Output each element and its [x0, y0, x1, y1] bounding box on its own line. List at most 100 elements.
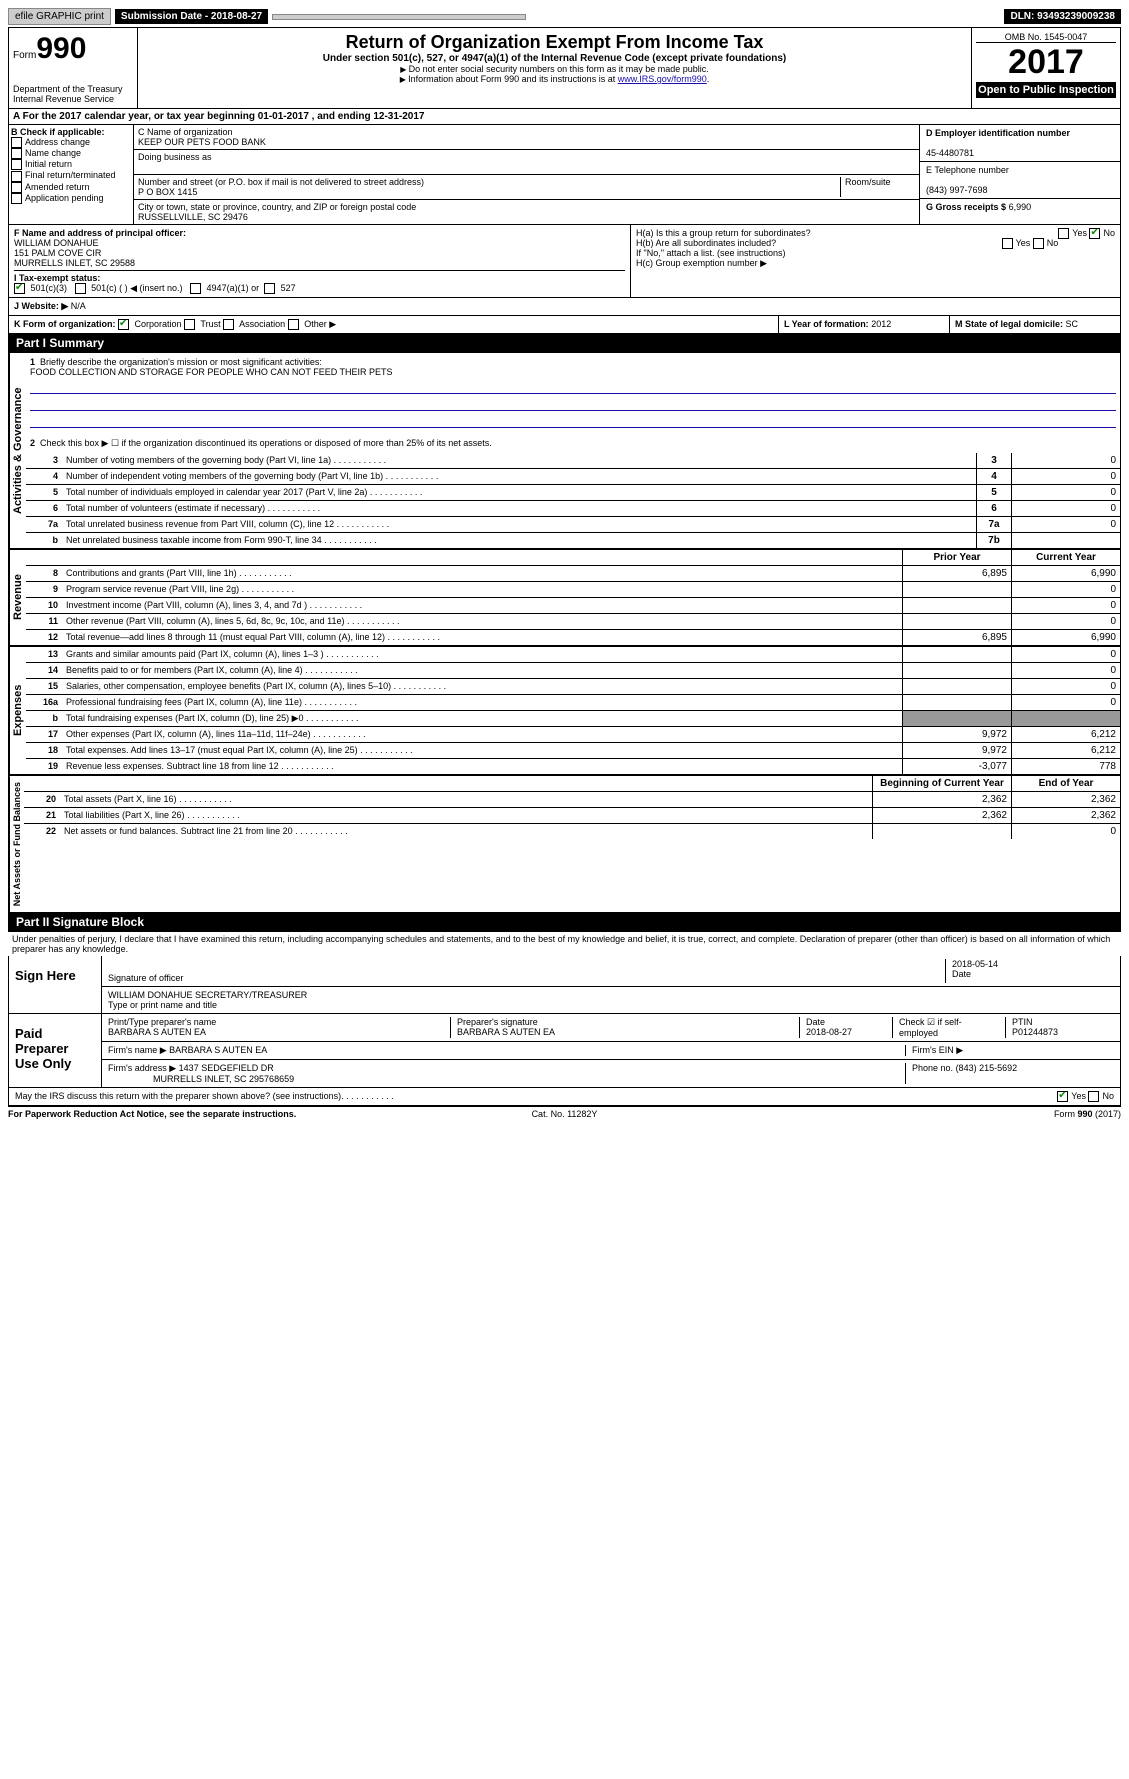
irs-link[interactable]: www.IRS.gov/form990: [618, 74, 707, 84]
info-note: Information about Form 990 and its instr…: [400, 74, 618, 84]
city-label: City or town, state or province, country…: [138, 202, 416, 212]
data-line: 9Program service revenue (Part VIII, lin…: [26, 582, 1120, 598]
yes-label-2: Yes: [1016, 238, 1031, 248]
line-a-text: For the 2017 calendar year, or tax year …: [23, 111, 425, 122]
checkbox-address-change[interactable]: [11, 137, 22, 148]
checkbox-4947[interactable]: [190, 283, 201, 294]
form-header: Form990 Department of the Treasury Inter…: [8, 27, 1121, 109]
self-emp-label: Check ☑ if self-employed: [899, 1017, 962, 1038]
opt-application-pending: Application pending: [25, 193, 104, 203]
firm-name: BARBARA S AUTEN EA: [169, 1045, 267, 1055]
mission-underline: [30, 381, 1116, 394]
h-a-label: H(a) Is this a group return for subordin…: [636, 228, 811, 238]
opt-association: Association: [239, 319, 285, 329]
vlabel-expenses: Expenses: [9, 647, 26, 774]
mission-q: Briefly describe the organization's miss…: [40, 357, 322, 367]
prep-sig-label: Preparer's signature: [457, 1017, 538, 1027]
checkbox-final-return[interactable]: [11, 171, 22, 182]
gov-line: 7aTotal unrelated business revenue from …: [26, 517, 1120, 533]
website-value: N/A: [71, 301, 86, 311]
data-line: 18Total expenses. Add lines 13–17 (must …: [26, 743, 1120, 759]
h-b-label: H(b) Are all subordinates included?: [636, 238, 776, 248]
discuss-no[interactable]: [1088, 1091, 1099, 1102]
officer-addr2: MURRELLS INLET, SC 29588: [14, 258, 135, 268]
form-subtitle: Under section 501(c), 527, or 4947(a)(1)…: [323, 53, 786, 64]
h-b-yes[interactable]: [1002, 238, 1013, 249]
officer-typed-name: WILLIAM DONAHUE SECRETARY/TREASURER: [108, 990, 307, 1000]
yes-label: Yes: [1072, 228, 1087, 238]
net-line: 22Net assets or fund balances. Subtract …: [24, 824, 1120, 839]
firm-addr: 1437 SEDGEFIELD DR: [179, 1063, 274, 1073]
checkbox-other[interactable]: [288, 319, 299, 330]
room-label: Room/suite: [845, 177, 891, 187]
opt-trust: Trust: [200, 319, 220, 329]
checkbox-association[interactable]: [223, 319, 234, 330]
vlabel-net-assets: Net Assets or Fund Balances: [9, 776, 24, 912]
form-footer: For Paperwork Reduction Act Notice, see …: [8, 1106, 1121, 1119]
gov-line: 5Total number of individuals employed in…: [26, 485, 1120, 501]
checkbox-501c[interactable]: [75, 283, 86, 294]
part-1-header: Part I Summary: [8, 334, 1121, 352]
c-name-label: C Name of organization: [138, 127, 233, 137]
checkbox-name-change[interactable]: [11, 148, 22, 159]
state-domicile-label: M State of legal domicile:: [955, 319, 1063, 329]
checkbox-corporation[interactable]: [118, 319, 129, 330]
tax-year: 2017: [976, 43, 1116, 82]
discuss-yes[interactable]: [1057, 1091, 1068, 1102]
prep-sig: BARBARA S AUTEN EA: [457, 1027, 555, 1037]
data-line: 19Revenue less expenses. Subtract line 1…: [26, 759, 1120, 774]
opt-501c: 501(c) ( ) ◀ (insert no.): [91, 283, 182, 293]
state-domicile-value: SC: [1066, 319, 1079, 329]
h-a-yes[interactable]: [1058, 228, 1069, 239]
checkbox-amended-return[interactable]: [11, 182, 22, 193]
ptin-value: P01244873: [1012, 1027, 1058, 1037]
section-k-l-m: K Form of organization: Corporation Trus…: [8, 316, 1121, 334]
dln-label: DLN: 93493239009238: [1004, 9, 1121, 24]
mission-underline-3: [30, 415, 1116, 428]
data-line: 8Contributions and grants (Part VIII, li…: [26, 566, 1120, 582]
net-line: 20Total assets (Part X, line 16)2,3622,3…: [24, 792, 1120, 808]
gov-line: 4Number of independent voting members of…: [26, 469, 1120, 485]
section-b-label: B Check if applicable:: [11, 127, 105, 137]
opt-address-change: Address change: [25, 137, 90, 147]
revenue-header-row: Prior Year Current Year: [26, 550, 1120, 566]
opt-amended-return: Amended return: [25, 182, 90, 192]
firm-addr-label: Firm's address ▶: [108, 1063, 176, 1073]
h-a-no[interactable]: [1089, 228, 1100, 239]
dept-treasury: Department of the Treasury: [13, 84, 133, 94]
data-line: bTotal fundraising expenses (Part IX, co…: [26, 711, 1120, 727]
col-prior-year: Prior Year: [902, 550, 1011, 565]
net-header-row: Beginning of Current Year End of Year: [24, 776, 1120, 792]
checkbox-application-pending[interactable]: [11, 193, 22, 204]
data-line: 11Other revenue (Part VIII, column (A), …: [26, 614, 1120, 630]
form-number: 990: [36, 32, 86, 65]
officer-typed-label: Type or print name and title: [108, 1000, 217, 1010]
ein-value: 45-4480781: [926, 148, 974, 158]
mission-underline-2: [30, 398, 1116, 411]
col-current-year: Current Year: [1011, 550, 1120, 565]
form-title: Return of Organization Exempt From Incom…: [142, 32, 967, 53]
street-value: P O BOX 1415: [138, 187, 197, 197]
opt-initial-return: Initial return: [25, 159, 72, 169]
firm-name-label: Firm's name ▶: [108, 1045, 167, 1055]
submission-date: Submission Date - 2018-08-27: [115, 9, 268, 24]
paperwork-notice: For Paperwork Reduction Act Notice, see …: [8, 1109, 296, 1119]
form-word: Form: [13, 50, 36, 61]
sig-date-label: Date: [952, 969, 971, 979]
inspection-badge: Open to Public Inspection: [976, 82, 1116, 98]
ein-label: D Employer identification number: [926, 128, 1070, 138]
discuss-no-label: No: [1102, 1091, 1114, 1102]
checkbox-501c3[interactable]: [14, 283, 25, 294]
opt-4947: 4947(a)(1) or: [207, 283, 260, 293]
firm-addr2: MURRELLS INLET, SC 295768659: [153, 1074, 294, 1084]
h-b-no[interactable]: [1033, 238, 1044, 249]
part-2-header: Part II Signature Block: [8, 913, 1121, 931]
checkbox-trust[interactable]: [184, 319, 195, 330]
org-name: KEEP OUR PETS FOOD BANK: [138, 137, 266, 147]
governance-section: Activities & Governance 1 Briefly descri…: [8, 352, 1121, 549]
checkbox-527[interactable]: [264, 283, 275, 294]
efile-badge[interactable]: efile GRAPHIC print: [8, 8, 111, 25]
h-b-note: If "No," attach a list. (see instruction…: [636, 248, 1115, 258]
section-b-to-g: B Check if applicable: Address change Na…: [8, 124, 1121, 225]
checkbox-initial-return[interactable]: [11, 159, 22, 170]
